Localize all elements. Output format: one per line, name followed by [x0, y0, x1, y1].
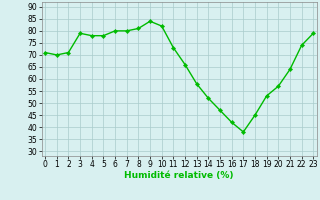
X-axis label: Humidité relative (%): Humidité relative (%)	[124, 171, 234, 180]
